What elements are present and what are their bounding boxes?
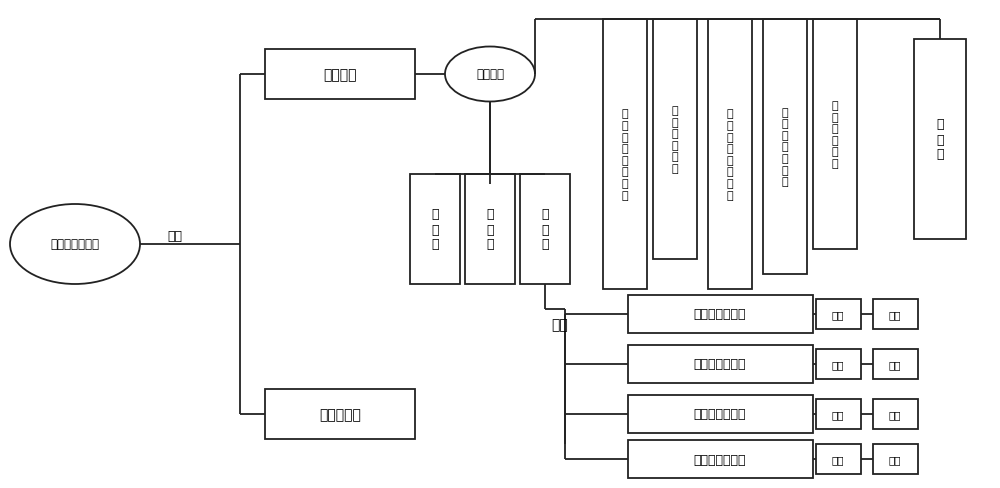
Text: 左前轮支撑脚前: 左前轮支撑脚前: [694, 308, 746, 321]
Bar: [628, 295, 812, 333]
Bar: [628, 346, 812, 383]
Text: 液
压
泵: 液 压 泵: [431, 208, 439, 251]
Ellipse shape: [10, 204, 140, 285]
Bar: [872, 299, 918, 329]
Text: 一
键
四
脚
启
动
模
块: 一 键 四 脚 启 动 模 块: [727, 109, 733, 200]
Bar: [872, 349, 918, 379]
Text: 垫板: 垫板: [889, 309, 901, 319]
Bar: [653, 20, 697, 260]
Text: 联动开关: 联动开关: [323, 68, 357, 82]
Text: 指
定
任
意
脚
模
块: 指 定 任 意 脚 模 块: [782, 107, 788, 187]
Text: 手
动
启
动
模
块: 手 动 启 动 模 块: [672, 106, 678, 174]
Text: 右前轮支撑脚前: 右前轮支撑脚前: [694, 358, 746, 371]
Text: 调套: 调套: [832, 409, 844, 419]
Text: 自
动
紧
急
启
动
模
块: 自 动 紧 急 启 动 模 块: [622, 109, 628, 200]
Text: 调套: 调套: [832, 359, 844, 369]
Bar: [872, 399, 918, 429]
Bar: [628, 440, 812, 478]
Text: 左后轮支撑脚后: 左后轮支撑脚后: [694, 407, 746, 421]
Bar: [520, 175, 570, 285]
Text: 调套: 调套: [832, 454, 844, 464]
Text: 垫板: 垫板: [889, 454, 901, 464]
Text: 防碰撞系统: 防碰撞系统: [319, 407, 361, 421]
Bar: [708, 20, 752, 289]
Bar: [763, 20, 807, 274]
Text: 调套: 调套: [832, 309, 844, 319]
Text: 垫板: 垫板: [889, 359, 901, 369]
Text: 发动机或蓄电池: 发动机或蓄电池: [50, 238, 100, 251]
Bar: [465, 175, 515, 285]
Bar: [816, 444, 860, 474]
Text: 油
管
路: 油 管 路: [541, 208, 549, 251]
Text: 右后轮支撑脚后: 右后轮支撑脚后: [694, 452, 746, 466]
Bar: [628, 395, 812, 433]
Bar: [265, 50, 415, 100]
Bar: [816, 299, 860, 329]
Text: 垫板: 垫板: [889, 409, 901, 419]
Text: 车轴: 车轴: [552, 317, 568, 331]
Text: 控制面板: 控制面板: [476, 68, 504, 81]
Bar: [914, 40, 966, 240]
Bar: [816, 349, 860, 379]
Text: 警
示
灯: 警 示 灯: [936, 118, 944, 161]
Bar: [603, 20, 647, 289]
Bar: [872, 444, 918, 474]
Ellipse shape: [445, 47, 535, 102]
Bar: [410, 175, 460, 285]
Bar: [816, 399, 860, 429]
Text: 遥
控
启
动
模
块: 遥 控 启 动 模 块: [832, 101, 838, 169]
Text: 液
压
阀: 液 压 阀: [486, 208, 494, 251]
Bar: [265, 389, 415, 439]
Bar: [813, 20, 857, 249]
Text: 通电: 通电: [168, 230, 182, 243]
